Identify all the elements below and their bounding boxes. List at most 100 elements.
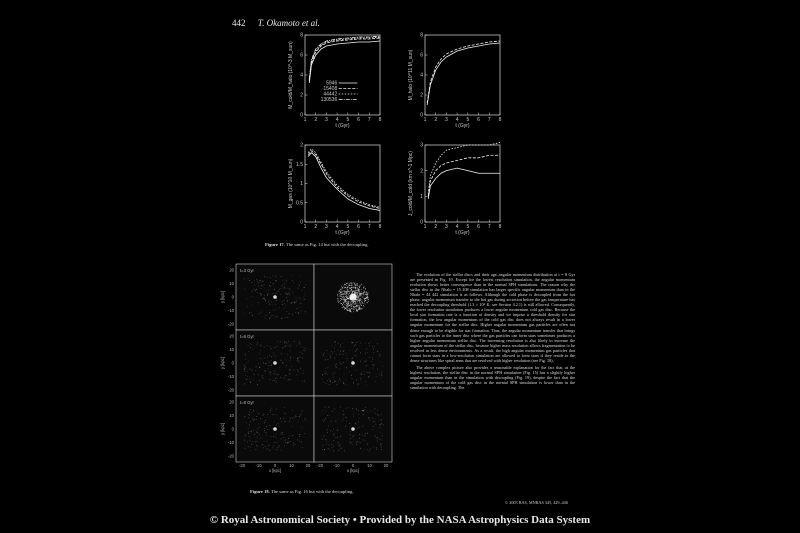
particle <box>351 366 353 368</box>
particle <box>350 303 352 305</box>
map-y-tick-label: 10 <box>229 347 234 352</box>
particle <box>343 296 344 298</box>
map-y-tick-label: 0 <box>232 295 235 300</box>
particle <box>322 410 324 411</box>
particle <box>356 289 358 291</box>
particle <box>256 292 258 294</box>
particle <box>287 288 289 290</box>
particle <box>346 289 348 291</box>
map-time-label: t=8 Gyr <box>240 400 254 405</box>
series-line-15408 <box>427 154 500 197</box>
particle <box>322 354 324 356</box>
particle <box>365 381 367 383</box>
particle <box>258 285 260 287</box>
particle <box>323 381 325 383</box>
x-tick-label: 1 <box>304 117 307 123</box>
particle <box>350 301 352 303</box>
particle <box>341 299 343 301</box>
particle <box>379 424 381 426</box>
particle <box>345 308 347 310</box>
particle <box>372 363 374 365</box>
particle <box>356 379 358 381</box>
particle <box>299 367 301 369</box>
particle <box>289 345 291 347</box>
particle <box>380 443 382 445</box>
series-line-15408 <box>308 37 381 82</box>
particle <box>353 305 355 307</box>
particle <box>297 359 299 361</box>
particle <box>335 354 337 356</box>
particle <box>299 344 301 346</box>
particle <box>341 299 343 301</box>
particle <box>357 290 359 292</box>
particle <box>288 292 290 294</box>
figure-17-label: Figure 17. <box>265 242 285 247</box>
particle <box>297 421 299 423</box>
particle <box>358 291 360 293</box>
particle <box>343 298 345 300</box>
particle <box>301 426 303 428</box>
particle <box>245 354 247 356</box>
particle <box>326 443 328 445</box>
particle <box>265 370 266 372</box>
particle <box>335 420 337 422</box>
particle <box>287 379 289 381</box>
particle <box>359 433 360 435</box>
particle <box>338 449 340 451</box>
particle <box>346 295 348 297</box>
particle <box>284 344 286 346</box>
particle <box>287 441 289 443</box>
particle <box>334 380 336 382</box>
particle <box>350 374 352 376</box>
particle <box>269 277 271 278</box>
map-x-tick-label: 10 <box>367 463 372 468</box>
particle <box>285 292 287 294</box>
particle <box>256 436 258 438</box>
particle <box>360 309 362 310</box>
particle <box>276 437 277 439</box>
particle <box>364 301 365 303</box>
particle <box>340 291 342 293</box>
particle <box>267 293 269 295</box>
particle <box>248 378 250 380</box>
particle <box>325 410 327 412</box>
particle <box>286 310 288 312</box>
particle <box>284 445 285 447</box>
particle <box>355 289 357 291</box>
running-author: T. Okamoto et al. <box>257 18 320 28</box>
particle <box>331 447 333 449</box>
particle <box>376 439 378 441</box>
particle <box>351 300 353 302</box>
particle <box>326 441 328 443</box>
particle <box>365 296 367 298</box>
particle <box>355 342 357 344</box>
particle <box>367 291 369 293</box>
particle <box>289 417 291 419</box>
particle <box>355 301 357 303</box>
particle <box>325 382 327 384</box>
particle <box>321 448 323 450</box>
particle <box>291 280 293 281</box>
particle <box>342 298 344 300</box>
particle <box>360 373 362 375</box>
particle <box>351 292 353 294</box>
particle <box>249 343 251 345</box>
particle <box>380 424 382 426</box>
particle <box>264 317 266 319</box>
particle <box>275 304 276 305</box>
particle <box>252 419 254 421</box>
particle <box>363 291 365 293</box>
particle <box>342 342 344 344</box>
particle <box>340 288 342 290</box>
particle <box>379 355 381 357</box>
x-tick-label: 5 <box>466 117 469 123</box>
particle <box>263 440 265 442</box>
particle <box>381 373 383 375</box>
particle <box>262 298 264 300</box>
particle <box>281 362 283 364</box>
particle <box>357 421 359 423</box>
particle <box>296 308 298 310</box>
particle <box>362 410 364 411</box>
particle <box>341 304 343 306</box>
particle <box>363 306 365 308</box>
